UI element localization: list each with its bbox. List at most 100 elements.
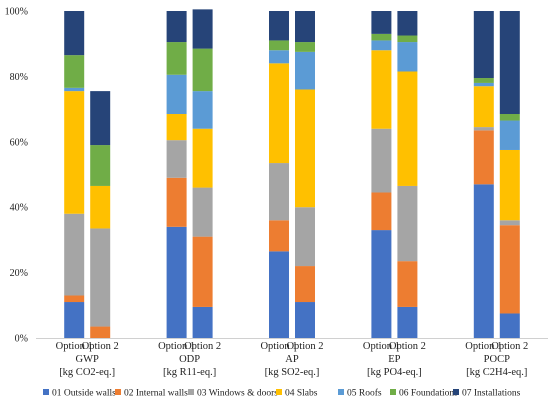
bar-segment: [371, 33, 392, 41]
bar-segment: [499, 313, 520, 338]
legend-entry: 02 Internal walls: [124, 389, 188, 399]
bar-segment: [90, 91, 111, 146]
bar-label: Option 1: [363, 341, 400, 352]
legend-entry: 04 Slabs: [285, 389, 318, 399]
bar-label: Option 2: [82, 341, 119, 352]
bar-segment: [64, 295, 85, 303]
bar-segment: [90, 145, 111, 186]
y-tick-label: 0%: [15, 334, 28, 345]
bar-segment: [166, 226, 187, 338]
bar-segment: [499, 220, 520, 226]
bar-segment: [269, 251, 289, 338]
group-label: ODP: [179, 354, 200, 365]
bar-segment: [64, 11, 85, 56]
axis-layer: 0% 20% 40% 60% 80% 100%: [5, 7, 548, 345]
bar-segment: [397, 71, 418, 186]
y-tick-label: 100%: [5, 7, 28, 18]
legend-entry: 03 Windows & doors: [197, 389, 278, 399]
bar-segment: [64, 302, 85, 338]
bar-segment: [371, 40, 392, 51]
bar-segment: [499, 120, 520, 150]
bar-segment: [295, 207, 315, 267]
bar-segment: [499, 149, 520, 221]
bar-segment: [473, 86, 494, 128]
bar-segment: [269, 163, 289, 221]
bar-segment: [499, 11, 520, 115]
bar-segment: [269, 63, 289, 164]
bar-segment: [166, 140, 187, 178]
bar-segment: [192, 306, 213, 338]
bar-label: Option 2: [286, 341, 323, 352]
bar-segment: [371, 128, 392, 193]
bar-segment: [192, 9, 213, 49]
legend-entry: 01 Outside walls: [52, 389, 116, 399]
legend-swatch: [453, 389, 459, 395]
bar-segment: [269, 50, 289, 64]
bar-segment: [64, 91, 85, 214]
bar-segment: [473, 184, 494, 338]
group-label: EP: [388, 354, 400, 365]
bar-segment: [90, 326, 111, 338]
group-label: POCP: [484, 354, 510, 365]
bar-segment: [397, 11, 418, 36]
bar-segment: [397, 185, 418, 262]
bar-segment: [192, 236, 213, 307]
y-tick-label: 40%: [10, 203, 28, 214]
bar-segment: [397, 306, 418, 338]
bar-segment: [473, 82, 494, 87]
bar-segment: [295, 266, 315, 303]
group-unit-label: [kg PO4-eq.]: [367, 367, 422, 378]
group-label: AP: [285, 354, 299, 365]
group-label: GWP: [76, 354, 99, 365]
bar-segment: [192, 91, 213, 129]
bar-segment: [90, 185, 111, 229]
bar-segment: [397, 42, 418, 72]
bar-segment: [473, 127, 494, 131]
bar-segment: [473, 130, 494, 185]
bar-segment: [166, 11, 187, 43]
bar-segment: [371, 11, 392, 34]
bar-label: Option 2: [389, 341, 426, 352]
legend-swatch: [276, 389, 282, 395]
bar-label: Option 1: [260, 341, 297, 352]
bar-segment: [499, 225, 520, 314]
legend-swatch: [390, 389, 396, 395]
y-tick-label: 20%: [10, 268, 28, 279]
bar-segment: [166, 74, 187, 115]
bar-segment: [166, 42, 187, 75]
bar-segment: [166, 114, 187, 141]
y-tick-label: 60%: [10, 137, 28, 148]
bar-segment: [473, 78, 494, 83]
bar-segment: [192, 128, 213, 188]
group-unit-label: [kg CO2-eq.]: [59, 367, 115, 378]
bar-segment: [64, 55, 85, 88]
bar-segment: [295, 89, 315, 208]
bar-segment: [397, 35, 418, 43]
bar-label: Option 1: [158, 341, 195, 352]
bar-segment: [269, 11, 289, 41]
legend-entry: 06 Foundations: [399, 389, 458, 399]
bar-label: Option 1: [465, 341, 502, 352]
bar-segment: [166, 177, 187, 227]
legend-entry: 07 Installations: [462, 389, 521, 399]
group-unit-label: [kg R11-eq.]: [163, 367, 216, 378]
bar-label: Option 1: [56, 341, 93, 352]
bars-layer: [64, 9, 520, 338]
bar-segment: [269, 220, 289, 252]
y-tick-label: 80%: [10, 72, 28, 83]
bar-segment: [295, 302, 315, 338]
bar-label: Option 2: [184, 341, 221, 352]
legend-swatch: [338, 389, 344, 395]
group-unit-label: [kg C2H4-eq.]: [466, 367, 527, 378]
bar-segment: [295, 42, 315, 52]
bar-segment: [371, 50, 392, 129]
legend-swatch: [43, 389, 49, 395]
bar-label: Option 2: [491, 341, 528, 352]
group-unit-label: [kg SO2-eq.]: [265, 367, 320, 378]
bar-segment: [192, 187, 213, 237]
legend: 01 Outside walls 02 Internal walls 03 Wind…: [43, 388, 521, 399]
bar-segment: [295, 11, 315, 43]
legend-swatch: [115, 389, 121, 395]
